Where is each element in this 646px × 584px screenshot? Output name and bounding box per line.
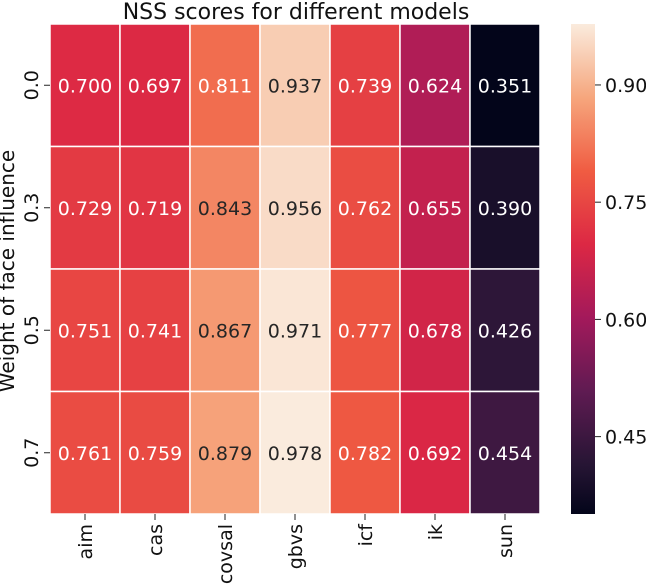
heatmap-cell xyxy=(329,145,401,270)
x-tick-label: sun xyxy=(495,524,517,558)
cell-value-label: 0.697 xyxy=(128,75,182,97)
heatmap-cell-labels: 0.700 0.697 0.811 0.937 0.739 0.624 0.351 0.729… xyxy=(58,75,532,465)
cell-value-label: 0.678 xyxy=(408,320,462,342)
heatmap-cell xyxy=(119,23,191,148)
cell-value-label: 0.692 xyxy=(408,443,462,465)
cell-value-label: 0.741 xyxy=(128,320,182,342)
y-tick-label: 0.5 xyxy=(21,315,43,345)
x-tick-label: icf xyxy=(355,523,377,547)
cell-value-label: 0.700 xyxy=(58,75,112,97)
cell-value-label: 0.811 xyxy=(198,75,252,97)
cell-value-label: 0.762 xyxy=(338,198,392,220)
cell-value-label: 0.978 xyxy=(268,443,322,465)
cell-value-label: 0.390 xyxy=(478,198,532,220)
cell-value-label: 0.719 xyxy=(128,198,182,220)
y-tick-label: 0.3 xyxy=(21,193,43,223)
cell-value-label: 0.739 xyxy=(338,75,392,97)
cell-value-label: 0.956 xyxy=(268,198,322,220)
heatmap-cell xyxy=(259,268,331,393)
heatmap-cell xyxy=(49,390,121,515)
cell-value-label: 0.867 xyxy=(198,320,252,342)
heatmap-cell xyxy=(469,390,541,515)
cell-value-label: 0.777 xyxy=(338,320,392,342)
x-tick-label: covsal xyxy=(215,524,237,584)
cell-value-label: 0.879 xyxy=(198,443,252,465)
heatmap-cell xyxy=(399,390,471,515)
heatmap-cell xyxy=(189,268,261,393)
chart-title: NSS scores for different models xyxy=(123,0,470,25)
heatmap-cells xyxy=(49,23,541,515)
colorbar-tick-label: 0.75 xyxy=(605,192,646,214)
heatmap-cell xyxy=(399,23,471,148)
cell-value-label: 0.655 xyxy=(408,198,462,220)
heatmap-cell xyxy=(399,268,471,393)
cell-value-label: 0.729 xyxy=(58,198,112,220)
cell-value-label: 0.751 xyxy=(58,320,112,342)
colorbar-tick-label: 0.90 xyxy=(605,75,646,97)
y-tick-label: 0.0 xyxy=(21,70,43,100)
x-tick-label: aim xyxy=(75,524,97,559)
heatmap-cell xyxy=(189,145,261,270)
heatmap-cell xyxy=(469,268,541,393)
cell-value-label: 0.759 xyxy=(128,443,182,465)
cell-value-label: 0.937 xyxy=(268,75,322,97)
x-axis-ticks: aim cas covsal gbvs icf ik sun xyxy=(75,514,517,584)
heatmap-cell xyxy=(119,268,191,393)
y-axis-ticks: 0.0 0.3 0.5 0.7 xyxy=(21,70,50,468)
cell-value-label: 0.761 xyxy=(58,443,112,465)
x-tick-label: cas xyxy=(145,524,167,556)
colorbar xyxy=(571,24,595,514)
heatmap-cell xyxy=(329,268,401,393)
cell-value-label: 0.843 xyxy=(198,198,252,220)
cell-value-label: 0.971 xyxy=(268,320,322,342)
heatmap-cell xyxy=(259,390,331,515)
colorbar-tick-label: 0.45 xyxy=(605,427,646,449)
heatmap-cell xyxy=(189,23,261,148)
cell-value-label: 0.454 xyxy=(478,443,532,465)
colorbar-ticks: 0.45 0.60 0.75 0.90 xyxy=(595,75,646,449)
heatmap-cell xyxy=(119,390,191,515)
y-axis-label: Weight of face influence xyxy=(0,150,19,392)
cell-value-label: 0.351 xyxy=(478,75,532,97)
colorbar-tick-label: 0.60 xyxy=(605,309,646,331)
heatmap-cell xyxy=(49,23,121,148)
cell-value-label: 0.624 xyxy=(408,75,462,97)
cell-value-label: 0.426 xyxy=(478,320,532,342)
x-tick-label: gbvs xyxy=(285,524,307,569)
cell-value-label: 0.782 xyxy=(338,443,392,465)
heatmap-cell xyxy=(469,145,541,270)
x-tick-label: ik xyxy=(425,524,447,540)
y-tick-label: 0.7 xyxy=(21,438,43,468)
